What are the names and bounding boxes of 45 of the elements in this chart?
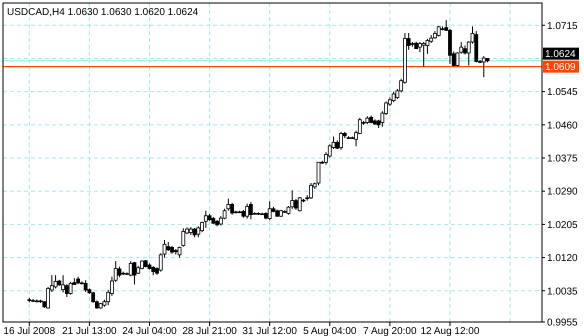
x-tick-label: 16 Jul 2008	[3, 326, 56, 336]
candlestick	[422, 42, 426, 68]
x-tick-label: 24 Jul 04:00	[122, 326, 178, 336]
candlestick	[230, 202, 234, 216]
candlestick	[245, 203, 250, 220]
candlestick	[61, 274, 65, 293]
candlestick	[118, 266, 122, 278]
candlestick	[268, 200, 272, 221]
candlestick	[309, 182, 313, 200]
y-tick-label: 1.0460	[547, 120, 578, 132]
y-tick-label: 1.0715	[547, 20, 578, 32]
candlestick	[204, 210, 208, 228]
ref-line-label: 1.0624	[545, 49, 576, 60]
candlestick	[54, 274, 58, 289]
candlestick	[436, 26, 441, 38]
candlestick	[482, 56, 486, 78]
candlestick	[132, 261, 136, 286]
y-tick-label: 1.0545	[547, 87, 578, 98]
x-tick-label: 7 Aug 20:00	[363, 326, 418, 336]
candlestick	[178, 246, 182, 258]
candlestick	[226, 198, 230, 212]
x-tick-label: 12 Aug 12:00	[420, 326, 480, 336]
x-tick-label: 5 Aug 04:00	[303, 326, 357, 336]
candlestick	[192, 227, 196, 238]
chart-title: USDCAD,H4 1.0630 1.0630 1.0620 1.0624	[7, 7, 199, 18]
y-tick-label: 1.0375	[547, 154, 578, 165]
candlestick	[298, 196, 302, 212]
y-tick-label: 1.0120	[547, 253, 578, 264]
candlestick	[181, 228, 186, 248]
candlestick	[84, 280, 88, 292]
y-tick-label: 1.0035	[547, 286, 578, 298]
candlestick	[68, 281, 73, 296]
candlestick	[316, 162, 320, 186]
candlestick	[392, 91, 396, 103]
x-tick-label: 21 Jul 13:00	[62, 326, 118, 336]
y-tick-label: 1.0205	[547, 220, 578, 231]
x-tick-label: 31 Jul 12:00	[242, 326, 298, 336]
candlestick	[196, 226, 200, 238]
x-tick-label: 28 Jul 21:00	[182, 326, 238, 336]
ref-line-label: 1.0609	[545, 62, 576, 74]
y-tick-label: 1.0290	[547, 186, 578, 198]
candlestick	[249, 202, 253, 220]
candlestick	[128, 260, 133, 277]
y-tick-label: 0.9955	[547, 318, 578, 328]
candlestick	[339, 131, 343, 150]
